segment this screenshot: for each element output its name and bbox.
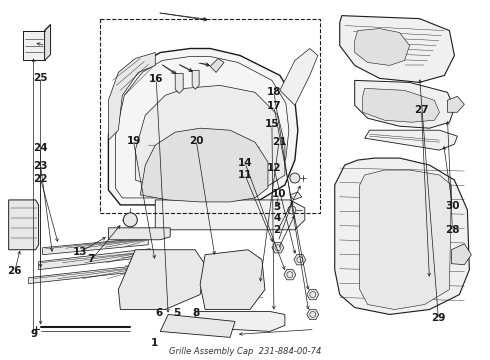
Text: Grille Assembly Cap  231-884-00-74: Grille Assembly Cap 231-884-00-74 [169, 347, 321, 356]
Text: 14: 14 [238, 158, 252, 168]
Text: 12: 12 [267, 163, 282, 173]
Polygon shape [210, 58, 224, 72]
Text: 15: 15 [265, 120, 279, 129]
Text: 25: 25 [33, 73, 48, 83]
Polygon shape [39, 249, 150, 270]
Polygon shape [451, 244, 471, 265]
Text: 9: 9 [30, 329, 37, 339]
Circle shape [123, 213, 137, 227]
Text: 28: 28 [445, 225, 460, 235]
Polygon shape [447, 96, 465, 112]
Text: 2: 2 [273, 225, 280, 235]
Polygon shape [307, 289, 319, 300]
Text: 10: 10 [272, 189, 287, 199]
Text: 30: 30 [445, 201, 460, 211]
Polygon shape [108, 49, 298, 205]
Text: 6: 6 [156, 308, 163, 318]
Text: 21: 21 [272, 138, 287, 147]
Polygon shape [290, 192, 302, 200]
Polygon shape [280, 49, 318, 105]
Polygon shape [355, 80, 454, 128]
Polygon shape [155, 200, 305, 230]
Polygon shape [365, 130, 457, 150]
Text: 3: 3 [273, 202, 280, 212]
Polygon shape [108, 53, 155, 140]
Bar [100, 19, 320, 213]
Polygon shape [363, 88, 440, 122]
Text: 16: 16 [149, 74, 163, 84]
Polygon shape [28, 264, 155, 284]
Text: 20: 20 [189, 136, 203, 145]
Polygon shape [140, 128, 268, 202]
Polygon shape [195, 311, 285, 332]
Text: 22: 22 [33, 174, 48, 184]
Polygon shape [340, 15, 454, 82]
Polygon shape [272, 243, 284, 253]
Text: 1: 1 [151, 338, 158, 348]
Text: 26: 26 [7, 266, 22, 276]
Polygon shape [355, 28, 410, 66]
Text: 24: 24 [33, 143, 48, 153]
Polygon shape [160, 315, 235, 337]
Polygon shape [335, 158, 469, 315]
Polygon shape [200, 250, 265, 310]
Polygon shape [307, 309, 319, 320]
Polygon shape [360, 170, 451, 310]
Polygon shape [119, 250, 205, 310]
Text: 17: 17 [267, 101, 282, 111]
Polygon shape [284, 269, 296, 280]
Circle shape [288, 206, 296, 214]
Polygon shape [9, 200, 39, 250]
Polygon shape [294, 255, 306, 265]
Text: 5: 5 [173, 308, 180, 318]
Text: 27: 27 [415, 105, 429, 115]
Polygon shape [43, 238, 148, 255]
Text: 7: 7 [87, 254, 95, 264]
Text: 19: 19 [126, 136, 141, 145]
Text: 23: 23 [33, 161, 48, 171]
Polygon shape [108, 228, 170, 240]
Polygon shape [192, 71, 199, 89]
Polygon shape [175, 73, 183, 93]
Polygon shape [135, 85, 285, 193]
Text: 11: 11 [238, 170, 252, 180]
Circle shape [290, 173, 300, 183]
Text: 18: 18 [267, 87, 282, 97]
Polygon shape [45, 24, 50, 60]
Text: 4: 4 [273, 213, 280, 223]
Polygon shape [23, 31, 45, 60]
Text: 29: 29 [431, 313, 445, 323]
Text: 13: 13 [73, 247, 88, 257]
Text: 8: 8 [193, 308, 200, 318]
